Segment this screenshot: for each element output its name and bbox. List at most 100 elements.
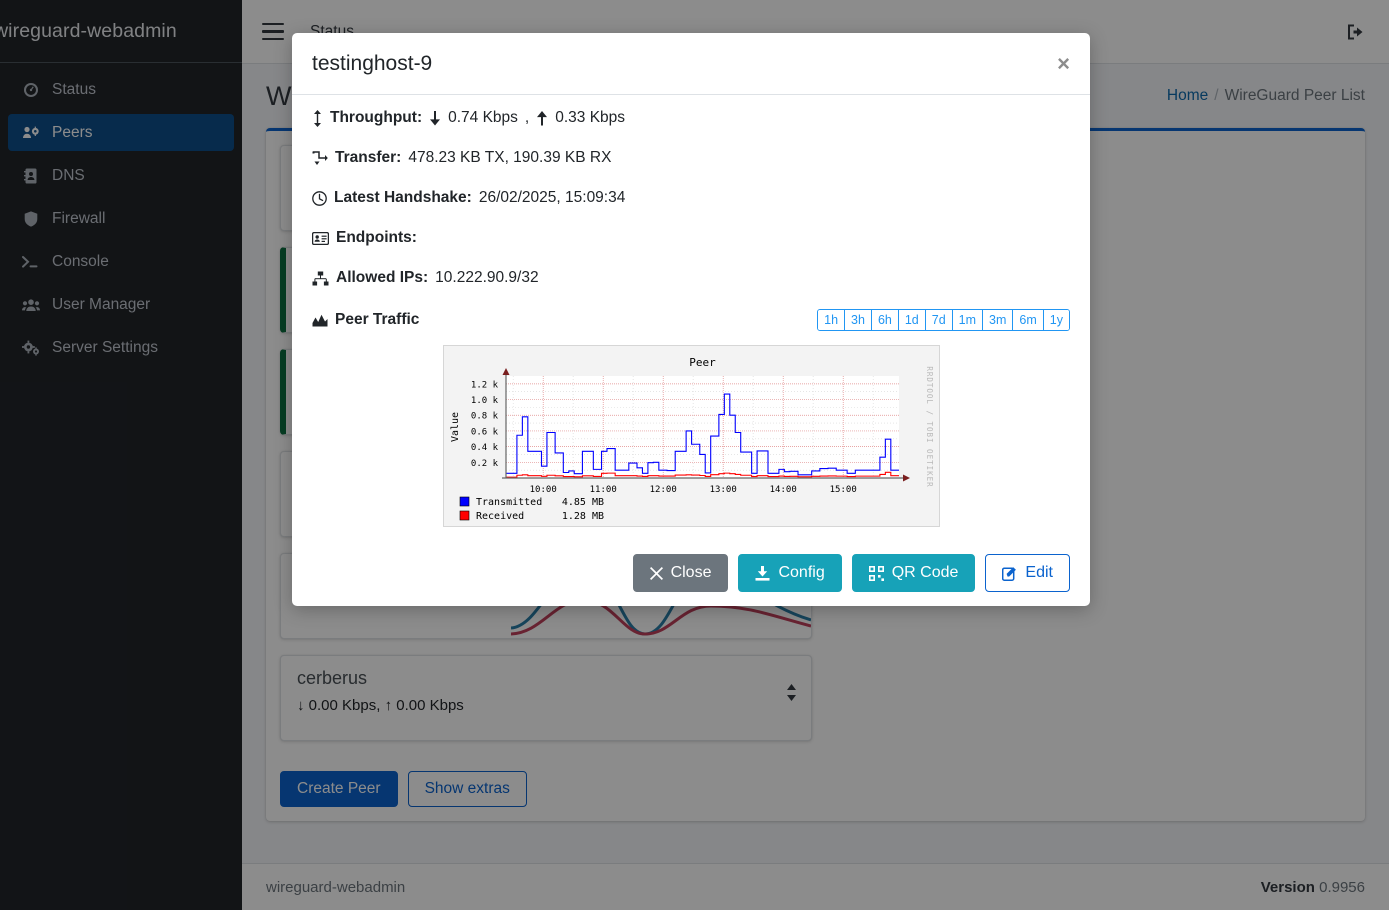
transfer-icon <box>312 150 328 166</box>
range-button-7d[interactable]: 7d <box>925 310 953 330</box>
sidebar-item-user-manager[interactable]: User Manager <box>8 286 234 323</box>
sidebar-item-label: Firewall <box>52 209 106 227</box>
sidebar-item-label: Status <box>52 80 96 98</box>
peer-name: cerberus <box>297 668 368 688</box>
upload-arrow-icon <box>536 110 548 126</box>
gears-icon <box>20 340 42 356</box>
sign-out-icon[interactable] <box>1347 23 1367 41</box>
x-icon <box>649 566 663 580</box>
svg-text:Transmitted: Transmitted <box>476 497 542 508</box>
sidebar-item-label: User Manager <box>52 295 151 313</box>
time-range-selector: 1h 3h 6h 1d 7d 1m 3m 6m 1y <box>817 309 1070 331</box>
download-arrow-icon <box>429 110 441 126</box>
range-button-1d[interactable]: 1d <box>898 310 926 330</box>
sort-handle-icon[interactable] <box>786 684 797 701</box>
svg-text:Received: Received <box>476 511 524 522</box>
svg-text:1.28 MB: 1.28 MB <box>561 511 603 522</box>
sidebar: wireguard-webadmin Status Peers DNS <box>0 0 242 910</box>
svg-text:12:00: 12:00 <box>649 485 676 495</box>
sidebar-item-dns[interactable]: DNS <box>8 157 234 194</box>
throughput-sep: , <box>524 109 530 126</box>
allowed-ips-row: Allowed IPs: 10.222.90.9/32 <box>312 269 1070 287</box>
peer-traffic-header: Peer Traffic 1h 3h 6h 1d 7d 1m 3m 6m 1y <box>312 309 1070 331</box>
peer-card[interactable]: cerberus ↓ 0.00 Kbps, ↑ 0.00 Kbps <box>280 655 812 741</box>
modal-footer: Close Config QR Code Edit <box>292 539 1090 606</box>
range-button-1y[interactable]: 1y <box>1043 310 1069 330</box>
peer-rate-sep: , <box>376 697 385 714</box>
footer-version: Version 0.9956 <box>1261 879 1365 896</box>
handshake-row: Latest Handshake: 26/02/2025, 15:09:34 <box>312 189 1070 207</box>
range-button-6h[interactable]: 6h <box>871 310 899 330</box>
qr-code-button-label: QR Code <box>891 564 959 581</box>
transfer-value: 478.23 KB TX, 190.39 KB RX <box>408 149 612 166</box>
create-peer-button[interactable]: Create Peer <box>280 771 398 807</box>
svg-text:0.6 k: 0.6 k <box>470 427 498 437</box>
range-button-1h[interactable]: 1h <box>818 310 846 330</box>
close-button[interactable]: Close <box>632 554 729 592</box>
show-extras-button[interactable]: Show extras <box>407 771 527 807</box>
terminal-icon <box>20 255 42 269</box>
range-button-3m[interactable]: 3m <box>983 310 1014 330</box>
svg-text:11:00: 11:00 <box>589 485 616 495</box>
svg-text:Peer: Peer <box>689 356 716 369</box>
throughput-row: Throughput: 0.74 Kbps, 0.33 Kbps <box>312 109 1070 127</box>
breadcrumb: Home / WireGuard Peer List <box>1167 87 1365 105</box>
rrd-graph: Peer Value RRDTOOL / TOBI OETIKER 1.2 k 1.0 … <box>443 346 939 526</box>
footer-version-label: Version <box>1260 878 1315 896</box>
qr-code-button[interactable]: QR Code <box>851 554 976 592</box>
upload-arrow-icon: ↑ <box>384 697 393 714</box>
peer-throughput: ↓ 0.00 Kbps, ↑ 0.00 Kbps <box>297 697 795 714</box>
svg-text:0.4 k: 0.4 k <box>470 443 498 453</box>
download-arrow-icon: ↓ <box>297 697 305 714</box>
throughput-label: Throughput: <box>330 109 423 126</box>
range-button-3h[interactable]: 3h <box>845 310 872 330</box>
svg-text:13:00: 13:00 <box>709 485 736 495</box>
svg-text:1.0 k: 1.0 k <box>470 396 498 406</box>
modal-header: testinghost-9 × <box>292 33 1090 95</box>
shield-icon <box>20 210 42 227</box>
sidebar-item-console[interactable]: Console <box>8 243 234 280</box>
sidebar-item-label: DNS <box>52 166 85 184</box>
sidebar-item-status[interactable]: Status <box>8 71 234 108</box>
range-button-1m[interactable]: 1m <box>952 310 984 330</box>
sidebar-item-peers[interactable]: Peers <box>8 114 234 151</box>
handshake-value: 26/02/2025, 15:09:34 <box>478 189 626 206</box>
users-icon <box>20 298 42 312</box>
brand[interactable]: wireguard-webadmin <box>0 0 242 63</box>
peer-traffic-chart: Peer Value RRDTOOL / TOBI OETIKER 1.2 k 1.0 … <box>442 345 940 527</box>
svg-text:RRDTOOL / TOBI OETIKER: RRDTOOL / TOBI OETIKER <box>925 366 934 487</box>
breadcrumb-current: WireGuard Peer List <box>1224 87 1365 104</box>
endpoints-row: Endpoints: <box>312 229 1070 247</box>
hamburger-menu-icon[interactable] <box>262 23 284 40</box>
sidebar-item-label: Server Settings <box>52 338 158 356</box>
sidebar-item-firewall[interactable]: Firewall <box>8 200 234 237</box>
allowed-ips-label: Allowed IPs: <box>336 269 429 286</box>
peer-traffic-title: Peer Traffic <box>312 311 419 329</box>
svg-text:0.2 k: 0.2 k <box>470 459 498 469</box>
throughput-down: 0.74 Kbps <box>448 109 518 126</box>
svg-text:4.85 MB: 4.85 MB <box>561 497 603 508</box>
chart-area-icon <box>312 314 328 327</box>
range-button-6m[interactable]: 6m <box>1013 310 1044 330</box>
svg-text:15:00: 15:00 <box>829 485 856 495</box>
sidebar-nav: Status Peers DNS Firewall <box>0 63 242 366</box>
breadcrumb-home[interactable]: Home <box>1166 87 1209 104</box>
download-icon <box>755 565 770 581</box>
peer-upload-rate: 0.00 Kbps <box>396 697 464 714</box>
sidebar-item-server-settings[interactable]: Server Settings <box>8 329 234 366</box>
throughput-up: 0.33 Kbps <box>555 109 626 126</box>
footer-brand: wireguard-webadmin <box>266 878 406 896</box>
peer-detail-modal: testinghost-9 × Throughput: 0.74 Kbps, 0… <box>292 33 1090 606</box>
address-book-icon <box>20 168 42 184</box>
allowed-ips-value: 10.222.90.9/32 <box>435 269 539 286</box>
svg-text:Value: Value <box>450 412 461 442</box>
config-button[interactable]: Config <box>738 554 842 592</box>
sidebar-item-label: Peers <box>52 123 93 141</box>
id-card-icon <box>312 231 329 245</box>
close-icon[interactable]: × <box>1057 50 1070 76</box>
brand-text: wireguard-webadmin <box>0 19 177 42</box>
edit-button[interactable]: Edit <box>985 554 1070 592</box>
svg-text:0.8 k: 0.8 k <box>470 412 498 422</box>
edit-icon <box>1002 566 1017 581</box>
transfer-label: Transfer: <box>335 149 402 166</box>
